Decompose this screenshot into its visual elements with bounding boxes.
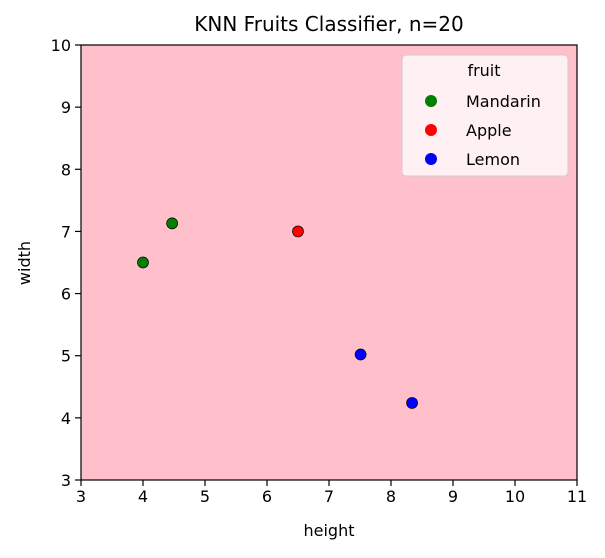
legend-label-lemon: Lemon — [466, 150, 520, 169]
legend-box — [401, 54, 569, 177]
data-point-mandarin — [166, 217, 178, 230]
x-tick-label: 9 — [448, 487, 458, 506]
x-tick-label: 5 — [200, 487, 210, 506]
y-axis-ticks: 3 4 5 6 7 8 9 10 — [51, 36, 81, 490]
legend-marker-lemon — [425, 153, 437, 165]
legend-label-apple: Apple — [466, 121, 512, 140]
y-axis-label: width — [15, 241, 34, 285]
x-axis-ticks: 3 4 5 6 7 8 9 10 11 — [76, 480, 587, 506]
legend-entries: Mandarin Apple Lemon — [425, 92, 541, 169]
y-tick-label: 8 — [61, 160, 71, 179]
x-tick-label: 10 — [505, 487, 525, 506]
legend-title: fruit — [467, 61, 500, 80]
x-axis-label: height — [304, 521, 355, 540]
y-tick-label: 4 — [61, 409, 71, 428]
x-tick-label: 6 — [262, 487, 272, 506]
y-tick-label: 7 — [61, 222, 71, 241]
data-point-lemon — [406, 397, 418, 409]
data-point-apple — [292, 225, 304, 238]
x-tick-label: 7 — [324, 487, 334, 506]
x-tick-label: 3 — [76, 487, 86, 506]
legend-label-mandarin: Mandarin — [466, 92, 541, 111]
legend-marker-mandarin — [425, 95, 437, 107]
points-layer — [137, 217, 418, 409]
y-tick-label: 6 — [61, 285, 71, 304]
y-tick-label: 9 — [61, 98, 71, 117]
data-point-mandarin — [137, 256, 149, 269]
legend: fruit Mandarin Apple Lemon — [401, 54, 569, 177]
x-tick-label: 11 — [567, 487, 587, 506]
x-tick-label: 8 — [386, 487, 396, 506]
x-tick-label: 4 — [138, 487, 148, 506]
y-tick-label: 3 — [61, 471, 71, 490]
y-tick-label: 5 — [61, 347, 71, 366]
legend-marker-apple — [425, 124, 437, 136]
y-tick-label: 10 — [51, 36, 71, 55]
data-point-lemon — [354, 348, 367, 361]
chart-title: KNN Fruits Classifier, n=20 — [194, 12, 463, 36]
